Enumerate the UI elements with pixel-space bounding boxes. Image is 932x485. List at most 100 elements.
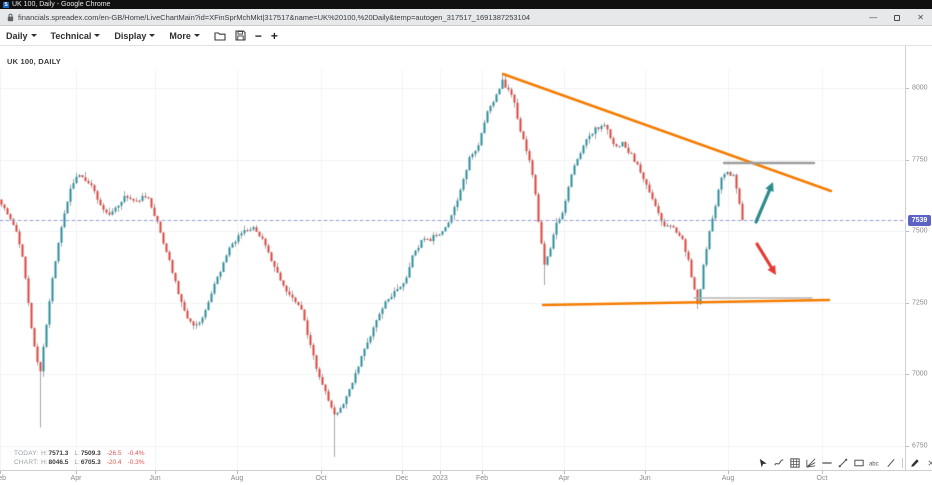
menu-technical-label: Technical [50,30,92,41]
open-chart-button[interactable] [214,31,226,41]
price-tick [906,374,909,375]
price-tick-label: 7750 [912,156,928,164]
time-tick-label: 2023 [432,475,448,482]
time-tick [482,471,483,474]
price-tick [906,231,909,232]
padlock-icon [7,13,14,21]
status-row-today: TODAY: H:7571.3 L:7509.3 -26.5 -0.4% [14,449,151,458]
last-price-badge: 7539 [904,215,931,226]
rectangle-icon [853,459,864,466]
price-tick-label: 7500 [912,227,928,235]
time-tick [440,471,441,474]
status-legend: TODAY: H:7571.3 L:7509.3 -26.5 -0.4% CHART: H… [14,449,151,467]
caret-down-icon [149,34,156,37]
price-tick [906,303,909,304]
minimize-button[interactable]: — [869,13,878,22]
trendline-icon [838,458,847,467]
price-tick-label: 7000 [912,370,928,378]
chart-area: UK 100, DAILY [0,46,905,470]
close-icon [927,459,932,466]
time-tick [728,471,729,474]
price-tick-label: 6750 [912,442,928,450]
window-controls: — ✕ [869,9,924,26]
price-chart-canvas[interactable] [0,46,905,470]
symbol-label: UK 100, DAILY [7,57,62,66]
drawing-toolbar: abc [756,456,932,469]
window-title: UK 100, Daily - Google Chrome [12,1,111,8]
ray-icon [886,458,895,467]
horizontal-line-tool-button[interactable] [820,456,833,469]
menu-technical[interactable]: Technical [51,31,101,41]
time-tick-label: Apr [70,475,82,482]
caret-down-icon [193,34,200,37]
trendline-tool-button[interactable] [836,456,849,469]
caret-down-icon [94,34,101,37]
rectangle-tool-button[interactable] [852,456,865,469]
time-tick [822,471,823,474]
save-chart-button[interactable] [235,30,246,41]
time-tick-label: Apr [558,475,570,482]
price-tick [906,88,909,89]
ray-tool-button[interactable] [884,456,897,469]
window-titlebar[interactable]: S UK 100, Daily - Google Chrome [0,0,932,9]
zoom-in-button[interactable]: + [270,28,278,43]
status-row-chart: CHART: H:8046.5 L:6705.3 -20.4 -0.3% [14,458,151,467]
low-key: L: [74,450,80,457]
time-tick-label: Dec [395,475,409,482]
time-tick-label: Jun [149,475,161,482]
chart-low: 6705.3 [80,459,101,466]
time-tick-label: Feb [475,475,489,482]
close-button[interactable]: ✕ [917,13,924,22]
menu-display[interactable]: Display [114,31,156,41]
pencil-icon [910,458,919,467]
freehand-icon [773,458,784,466]
close-tools-button[interactable] [924,456,932,469]
chart-change-pct: -0.3% [127,459,145,466]
browser-url-bar[interactable]: financials.spreadex.com/en-GB/Home/LiveC… [0,9,932,26]
fan-lines-tool-button[interactable] [804,456,817,469]
grid-tool-button[interactable] [788,456,801,469]
high-key: H: [41,450,48,457]
price-tick-label: 8000 [912,84,928,92]
cursor-tool-button[interactable] [756,456,769,469]
floppy-disk-icon [235,30,246,41]
menu-timeframe[interactable]: Daily [6,31,37,41]
restore-button[interactable] [894,14,901,21]
time-tick [76,471,77,474]
folder-open-icon [214,31,226,41]
today-high: 7571.3 [48,450,69,457]
chart-change: -20.4 [106,459,122,466]
time-tick [0,471,1,474]
price-tick-label: 7250 [912,299,928,307]
text-tool-button[interactable]: abc [868,456,881,469]
time-tick-label: Oct [315,475,327,482]
high-key: H: [41,459,48,466]
today-low: 7509.3 [80,450,101,457]
site-favicon-icon: S [3,1,9,8]
price-axis[interactable]: 7539 8000 7750 7500 7250 7000 6750 [904,46,932,470]
menu-more[interactable]: More [169,31,200,41]
grid-icon [789,457,800,468]
chart-high: 8046.5 [48,459,69,466]
time-tick [645,471,646,474]
time-tick-label: Jun [639,475,651,482]
zoom-out-button[interactable]: − [254,28,262,43]
time-tick [321,471,322,474]
chart-label: CHART: [14,459,39,466]
caret-down-icon [30,34,37,37]
time-tick [564,471,565,474]
time-tick [155,471,156,474]
price-tick [906,160,909,161]
freehand-tool-button[interactable] [772,456,785,469]
pencil-tool-button[interactable] [908,456,921,469]
menu-more-label: More [169,30,191,41]
url-text[interactable]: financials.spreadex.com/en-GB/Home/LiveC… [18,12,531,22]
time-axis[interactable]: Feb Apr Jun Aug Oct Dec 2023 Feb Apr Jun Aug Oct [0,470,932,485]
price-tick [906,446,909,447]
horizontal-line-icon [821,461,832,464]
svg-text:abc: abc [869,461,879,467]
toolbar-divider [902,457,903,468]
time-tick [402,471,403,474]
today-label: TODAY: [14,450,39,457]
time-tick-label: Feb [0,475,7,482]
